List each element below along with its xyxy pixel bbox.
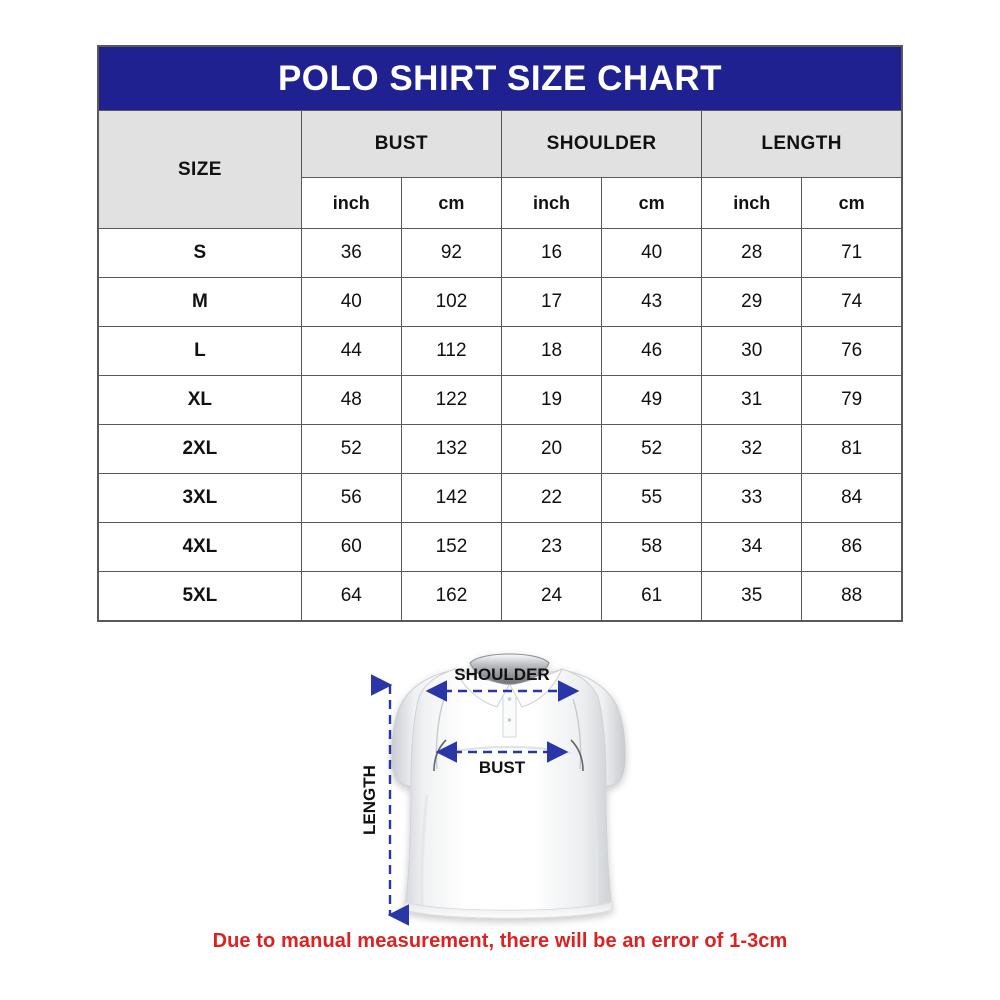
cell-bust-cm: 152	[400, 522, 502, 572]
bottom-hem	[404, 901, 613, 919]
cell-bust-cm: 112	[400, 326, 502, 376]
cell-shoulder-inch: 22	[500, 473, 603, 523]
unit-shoulder-cm: cm	[601, 177, 703, 229]
cell-shoulder-inch: 20	[500, 424, 603, 474]
placket-button-top	[507, 697, 512, 701]
table-row: M 40 102 17 43 29 74	[97, 277, 903, 327]
size-chart-table: POLO SHIRT SIZE CHART SIZE BUST SHOULDER…	[97, 45, 903, 622]
cell-length-cm: 81	[801, 424, 903, 474]
cell-shoulder-cm: 40	[601, 228, 703, 278]
cell-length-inch: 34	[701, 522, 803, 572]
cell-length-inch: 35	[701, 571, 803, 622]
cell-shoulder-cm: 49	[601, 375, 703, 425]
cell-size: L	[97, 326, 302, 376]
cell-bust-inch: 44	[300, 326, 402, 376]
cell-bust-inch: 36	[300, 228, 402, 278]
measurement-diagram: SHOULDER BUST LENGTH	[0, 625, 1000, 930]
collar-band	[469, 653, 550, 685]
right-shoulder-seam	[572, 698, 582, 770]
cell-size: 5XL	[97, 571, 302, 622]
cell-size: S	[97, 228, 302, 278]
cell-length-inch: 28	[701, 228, 803, 278]
cell-shoulder-inch: 16	[500, 228, 603, 278]
cell-size: 4XL	[97, 522, 302, 572]
cell-bust-inch: 40	[300, 277, 402, 327]
cell-length-cm: 74	[801, 277, 903, 327]
measurement-error-note: Due to manual measurement, there will be…	[212, 930, 788, 952]
length-label: LENGTH	[360, 765, 379, 835]
cell-shoulder-inch: 19	[500, 375, 603, 425]
page-title: POLO SHIRT SIZE CHART	[98, 46, 902, 111]
cell-bust-cm: 122	[400, 375, 502, 425]
table-row: S 36 92 16 40 28 71	[97, 228, 903, 278]
group-header-row: SIZE BUST SHOULDER LENGTH	[97, 110, 903, 229]
cell-shoulder-inch: 18	[500, 326, 603, 376]
cell-length-cm: 76	[801, 326, 903, 376]
unit-bust-inch: inch	[300, 177, 402, 229]
cell-bust-inch: 56	[300, 473, 402, 523]
cell-size: M	[97, 277, 302, 327]
table-row: XL 48 122 19 49 31 79	[97, 375, 903, 425]
bust-label: BUST	[479, 758, 526, 777]
cell-length-inch: 32	[701, 424, 803, 474]
table-row: L 44 112 18 46 30 76	[97, 326, 903, 376]
cell-shoulder-cm: 46	[601, 326, 703, 376]
cell-shoulder-cm: 61	[601, 571, 703, 622]
cell-shoulder-inch: 17	[500, 277, 603, 327]
table-row: 2XL 52 132 20 52 32 81	[97, 424, 903, 474]
cell-size: 2XL	[97, 424, 302, 474]
cell-length-inch: 31	[701, 375, 803, 425]
cell-bust-inch: 64	[300, 571, 402, 622]
cell-bust-cm: 142	[400, 473, 502, 523]
unit-length-cm: cm	[801, 177, 903, 229]
cell-size: XL	[97, 375, 302, 425]
cell-size: 3XL	[97, 473, 302, 523]
group-header-length: LENGTH	[701, 110, 903, 178]
cell-length-inch: 29	[701, 277, 803, 327]
right-drape-fold	[590, 794, 599, 906]
cell-length-cm: 71	[801, 228, 903, 278]
unit-shoulder-inch: inch	[500, 177, 603, 229]
cell-length-cm: 86	[801, 522, 903, 572]
cell-bust-cm: 102	[400, 277, 502, 327]
cell-shoulder-cm: 55	[601, 473, 703, 523]
group-header-size: SIZE	[97, 110, 302, 229]
unit-header-row: inch cm inch cm inch cm	[98, 177, 903, 229]
unit-bust-cm: cm	[400, 177, 502, 229]
cell-bust-inch: 60	[300, 522, 402, 572]
group-header-bust: BUST	[300, 110, 502, 178]
group-header-shoulder: SHOULDER	[500, 110, 703, 178]
polo-shirt-illustration	[391, 653, 626, 919]
left-drape-fold	[420, 794, 429, 906]
right-armhole-seam	[570, 739, 584, 772]
cell-shoulder-cm: 58	[601, 522, 703, 572]
cell-length-cm: 88	[801, 571, 903, 622]
table-row: 3XL 56 142 22 55 33 84	[97, 473, 903, 523]
table-title-row: POLO SHIRT SIZE CHART	[98, 46, 902, 111]
cell-length-cm: 79	[801, 375, 903, 425]
placket-button-bottom	[507, 718, 512, 722]
cell-shoulder-inch: 24	[500, 571, 603, 622]
cell-length-inch: 33	[701, 473, 803, 523]
shoulder-label: SHOULDER	[454, 665, 549, 684]
cell-bust-inch: 52	[300, 424, 402, 474]
cell-shoulder-inch: 23	[500, 522, 603, 572]
table-row: 5XL 64 162 24 61 35 88	[97, 571, 903, 622]
cell-length-cm: 84	[801, 473, 903, 523]
cell-bust-cm: 162	[400, 571, 502, 622]
table-row: 4XL 60 152 23 58 34 86	[97, 522, 903, 572]
cell-bust-inch: 48	[300, 375, 402, 425]
cell-shoulder-cm: 52	[601, 424, 703, 474]
cell-shoulder-cm: 43	[601, 277, 703, 327]
cell-bust-cm: 132	[400, 424, 502, 474]
unit-length-inch: inch	[701, 177, 803, 229]
cell-length-inch: 30	[701, 326, 803, 376]
cell-bust-cm: 92	[400, 228, 502, 278]
